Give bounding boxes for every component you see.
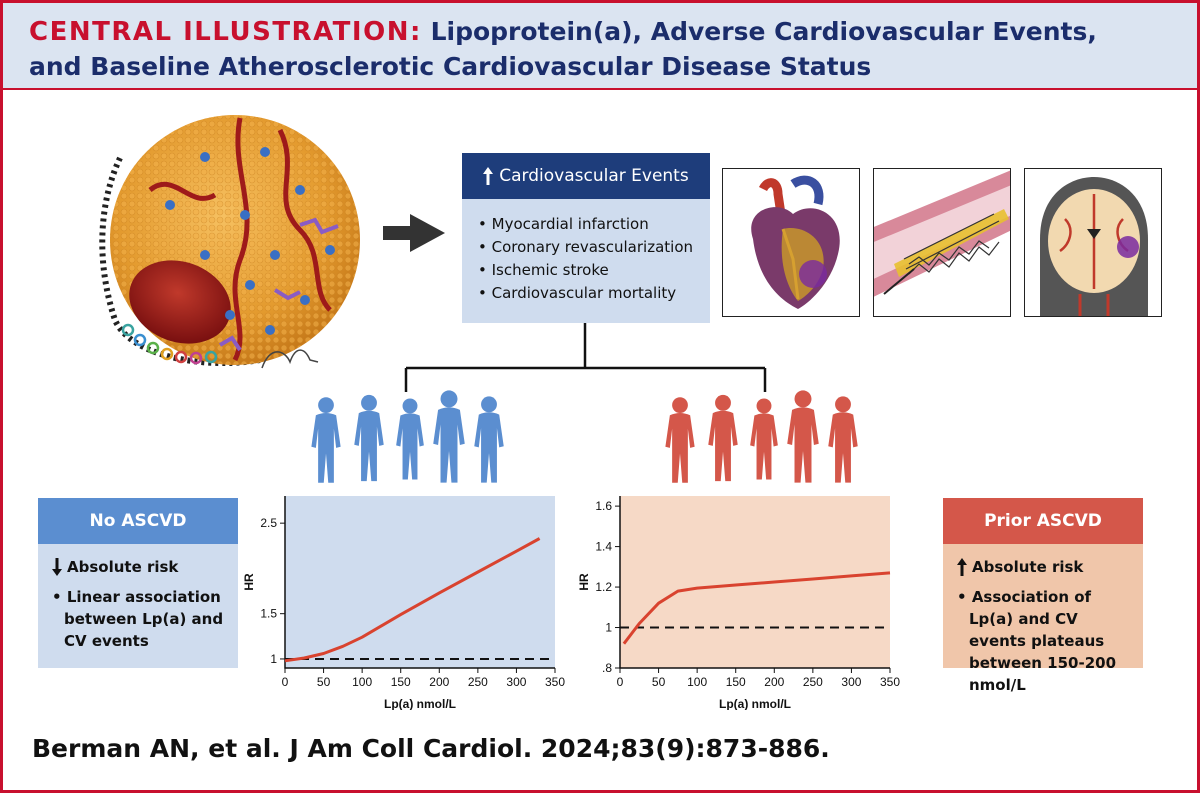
no-ascvd-chart: 0 50 100 150 200 250 300 350 1 1.5 2.5 Lp(a) nmol/L… — [242, 496, 565, 710]
no-ascvd-header: No ASCVD — [38, 498, 238, 544]
x-tick-label: 50 — [317, 675, 331, 689]
x-tick-label: 250 — [468, 675, 488, 689]
prior-ascvd-bullet: • Association of Lp(a) and CV events pla… — [957, 588, 1117, 694]
no-ascvd-people-icon — [311, 390, 504, 483]
prior-ascvd-people-icon — [665, 390, 858, 483]
no-ascvd-panel: No ASCVD Absolute risk • Linear associat… — [38, 498, 238, 668]
hr-curve — [622, 571, 891, 645]
prior-ascvd-header: Prior ASCVD — [943, 498, 1143, 544]
artery-stent-icon — [874, 170, 1010, 297]
y-tick-label: 1.5 — [260, 607, 277, 621]
title-text-1: Lipoprotein(a), Adverse Cardiovascular E… — [430, 17, 1097, 46]
brain-stroke-icon — [1040, 177, 1148, 316]
event-item: • Cardiovascular mortality — [478, 284, 677, 302]
cardiovascular-events-title: Cardiovascular Events — [499, 166, 689, 186]
events-list: • Myocardial infarction • Coronary revas… — [462, 199, 710, 305]
x-tick-label: 150 — [391, 675, 411, 689]
title-line-1: CENTRAL ILLUSTRATION: Lipoprotein(a), Ad… — [29, 17, 1097, 47]
x-tick-label: 100 — [352, 675, 372, 689]
x-tick-label: 200 — [764, 675, 784, 689]
citation: Berman AN, et al. J Am Coll Cardiol. 202… — [32, 734, 830, 763]
x-tick-label: 0 — [617, 675, 624, 689]
x-tick-label: 300 — [841, 675, 861, 689]
prior-ascvd-risk: Absolute risk — [957, 556, 1133, 578]
title-prefix: CENTRAL ILLUSTRATION: — [29, 17, 422, 47]
x-axis-label: Lp(a) nmol/L — [384, 697, 456, 710]
arrow-up-icon — [957, 558, 967, 576]
lipoprotein-a-particle-icon — [99, 115, 360, 369]
heart-image-box — [722, 168, 860, 317]
y-axis-label: HR — [242, 573, 256, 591]
header-banner: CENTRAL ILLUSTRATION: Lipoprotein(a), Ad… — [3, 3, 1197, 90]
event-item: • Ischemic stroke — [478, 261, 609, 279]
arrow-down-icon — [52, 558, 62, 576]
prior-ascvd-risk-label: Absolute risk — [972, 558, 1084, 576]
stent-image-box — [873, 168, 1011, 317]
x-tick-label: 100 — [687, 675, 707, 689]
event-item: • Coronary revascularization — [478, 238, 693, 256]
x-tick-label: 200 — [429, 675, 449, 689]
title-line-2: and Baseline Atherosclerotic Cardiovascu… — [29, 52, 872, 81]
cardiovascular-events-header: Cardiovascular Events — [462, 153, 710, 199]
tree-connector — [404, 323, 767, 392]
y-tick-label: 1.4 — [595, 540, 612, 554]
brain-image-box — [1024, 168, 1162, 317]
x-tick-label: 0 — [282, 675, 289, 689]
no-ascvd-body: Absolute risk • Linear association betwe… — [38, 544, 238, 652]
y-tick-label: 1 — [605, 621, 612, 635]
x-axis-label: Lp(a) nmol/L — [719, 697, 791, 710]
y-tick-label: 1.6 — [595, 499, 612, 513]
event-item: • Myocardial infarction — [478, 215, 649, 233]
prior-ascvd-chart: 0 50 100 150 200 250 300 350 .8 1 1.2 1.4 1.6 Lp(a) n… — [577, 496, 900, 710]
no-ascvd-risk: Absolute risk — [52, 556, 228, 578]
hr-curve — [284, 537, 541, 663]
plot-area — [285, 496, 555, 668]
heart-icon — [751, 175, 840, 309]
x-tick-label: 350 — [880, 675, 900, 689]
no-ascvd-bullet: • Linear association between Lp(a) and C… — [52, 588, 224, 650]
y-tick-label: 2.5 — [260, 516, 277, 530]
y-axis-label: HR — [577, 573, 591, 591]
right-arrow-icon — [383, 214, 445, 252]
y-tick-label: .8 — [602, 661, 612, 675]
x-tick-label: 150 — [726, 675, 746, 689]
x-tick-label: 50 — [652, 675, 666, 689]
no-ascvd-risk-label: Absolute risk — [67, 558, 179, 576]
cardiovascular-events-panel: Cardiovascular Events • Myocardial infar… — [462, 153, 710, 323]
y-tick-label: 1.2 — [595, 580, 612, 594]
prior-ascvd-panel: Prior ASCVD Absolute risk • Association … — [943, 498, 1143, 694]
y-tick-label: 1 — [270, 652, 277, 666]
x-tick-label: 250 — [803, 675, 823, 689]
x-tick-label: 300 — [506, 675, 526, 689]
prior-ascvd-body: Absolute risk • Association of Lp(a) and… — [943, 544, 1143, 696]
arrow-up-icon — [483, 167, 494, 185]
x-tick-label: 350 — [545, 675, 565, 689]
